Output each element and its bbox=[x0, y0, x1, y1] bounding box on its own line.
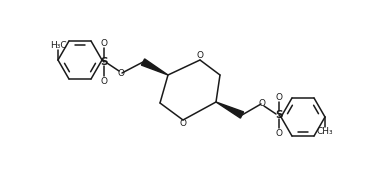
Text: S: S bbox=[100, 57, 108, 67]
Text: H₃C: H₃C bbox=[50, 42, 66, 51]
Text: O: O bbox=[196, 51, 204, 61]
Text: O: O bbox=[258, 100, 266, 109]
Text: O: O bbox=[100, 76, 107, 85]
Text: O: O bbox=[117, 68, 124, 77]
Text: O: O bbox=[276, 92, 283, 102]
Text: O: O bbox=[276, 128, 283, 137]
Text: S: S bbox=[275, 110, 283, 120]
Text: CH₃: CH₃ bbox=[317, 126, 333, 135]
Text: O: O bbox=[100, 38, 107, 48]
Polygon shape bbox=[141, 59, 168, 75]
Text: O: O bbox=[179, 119, 186, 128]
Polygon shape bbox=[216, 102, 244, 118]
